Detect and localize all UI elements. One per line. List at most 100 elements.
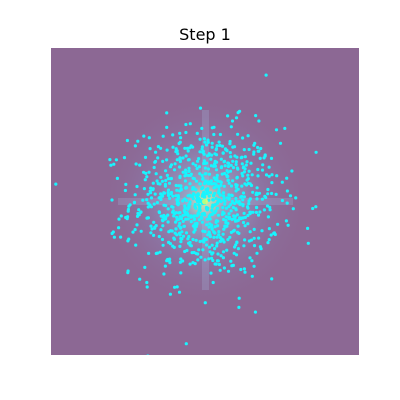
scatter-point: [257, 149, 261, 153]
scatter-point: [246, 222, 250, 226]
scatter-point: [175, 158, 179, 162]
scatter-point: [217, 188, 221, 192]
scatter-point: [54, 182, 58, 186]
scatter-point: [187, 166, 191, 170]
scatter-point: [291, 207, 295, 211]
scatter-point: [261, 163, 265, 167]
scatter-point: [227, 161, 231, 165]
scatter-point: [170, 229, 174, 233]
scatter-point: [226, 114, 230, 118]
scatter-point: [122, 156, 127, 160]
scatter-point: [218, 193, 222, 197]
scatter-point: [221, 232, 225, 236]
scatter-point: [145, 175, 149, 179]
scatter-point: [222, 217, 226, 222]
scatter-point: [255, 251, 259, 255]
scatter-point: [152, 233, 156, 237]
scatter-point: [267, 174, 271, 178]
scatter-point: [226, 269, 231, 273]
scatter-point: [270, 181, 274, 185]
scatter-point: [197, 165, 201, 169]
scatter-point: [171, 133, 175, 137]
scatter-point: [234, 185, 238, 189]
scatter-point: [148, 147, 152, 151]
scatter-point: [176, 195, 181, 200]
scatter-point: [205, 161, 209, 165]
scatter-point: [202, 152, 206, 156]
scatter-point: [230, 119, 235, 123]
scatter-point: [210, 126, 214, 130]
scatter-point: [226, 164, 230, 169]
scatter-point: [238, 109, 242, 113]
scatter-point: [204, 243, 209, 247]
scatter-point: [149, 191, 153, 195]
scatter-point: [252, 264, 256, 268]
scatter-point: [210, 182, 214, 186]
scatter-point: [178, 233, 182, 237]
scatter-point: [196, 200, 200, 204]
scatter-point: [115, 176, 119, 180]
scatter-point: [280, 198, 284, 203]
scatter-point: [237, 305, 241, 309]
scatter-point: [161, 159, 165, 163]
scatter-point: [242, 148, 246, 152]
scatter-point: [174, 147, 178, 151]
scatter-point: [232, 217, 236, 221]
scatter-point: [218, 143, 222, 148]
scatter-point: [222, 266, 226, 270]
scatter-point: [250, 173, 254, 177]
scatter-point: [166, 207, 170, 211]
scatter-point: [233, 219, 238, 223]
scatter-point: [109, 163, 113, 167]
scatter-point: [178, 260, 182, 264]
scatter-point: [256, 167, 260, 172]
scatter-point: [163, 264, 167, 268]
scatter-point: [172, 237, 176, 241]
scatter-point: [145, 280, 149, 285]
scatter-point: [219, 166, 223, 170]
scatter-point: [125, 138, 129, 143]
scatter-point: [229, 259, 233, 263]
scatter-point: [184, 168, 188, 172]
scatter-point: [248, 230, 252, 234]
scatter-point: [210, 208, 214, 212]
scatter-point: [178, 165, 182, 169]
scatter-point: [234, 116, 239, 120]
scatter-point: [234, 208, 238, 212]
scatter-point: [256, 145, 260, 150]
scatter-point: [266, 187, 270, 192]
scatter-point: [196, 159, 200, 163]
scatter-point: [245, 160, 249, 164]
scatter-point: [195, 166, 199, 171]
scatter-point: [198, 150, 202, 154]
scatter-point: [186, 149, 190, 153]
scatter-point: [147, 251, 151, 255]
scatter-point: [288, 194, 293, 198]
scatter-point: [199, 255, 203, 259]
scatter-point: [203, 258, 207, 262]
scatter-point: [186, 212, 190, 216]
scatter-point: [246, 181, 250, 186]
scatter-point: [158, 250, 162, 254]
scatter-point: [198, 239, 202, 244]
scatter-point: [215, 235, 219, 239]
scatter-point: [181, 156, 185, 160]
scatter-point: [201, 248, 205, 252]
scatter-point: [269, 156, 274, 160]
scatter-point: [153, 192, 157, 196]
scatter-point: [209, 157, 213, 161]
scatter-point: [194, 252, 198, 256]
scatter-point: [254, 210, 258, 214]
scatter-point: [157, 234, 161, 239]
scatter-point: [224, 221, 228, 225]
scatter-point: [270, 277, 274, 281]
scatter-point: [241, 198, 245, 202]
scatter-point: [215, 224, 220, 228]
scatter-point: [255, 197, 259, 201]
scatter-point: [234, 253, 239, 257]
scatter-point: [273, 232, 277, 237]
scatter-point: [152, 165, 156, 170]
scatter-point: [236, 167, 240, 171]
scatter-point: [173, 231, 177, 235]
